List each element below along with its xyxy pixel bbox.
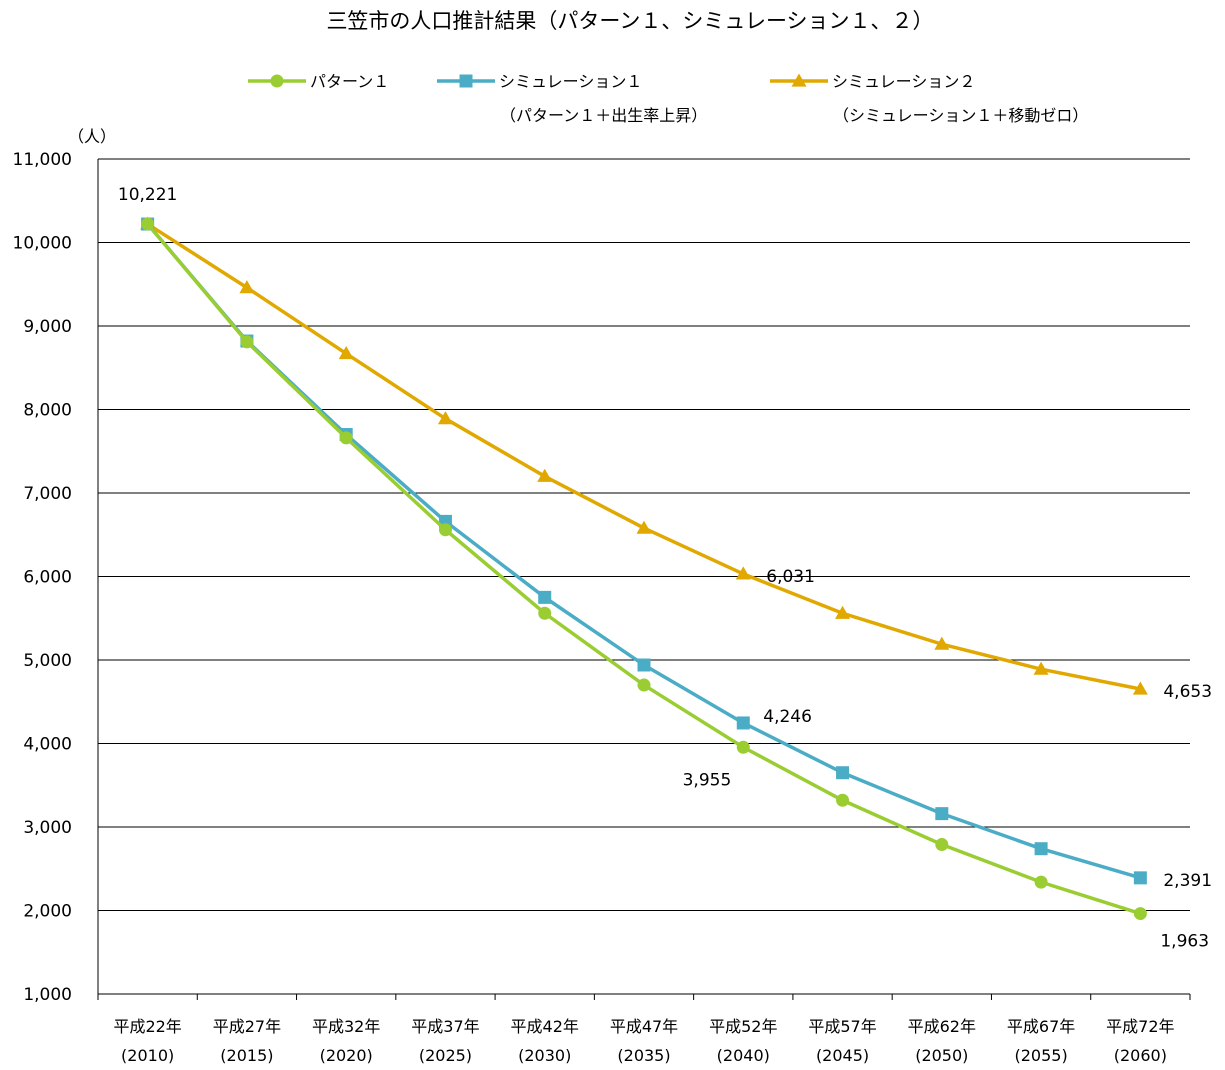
series-layer [140, 216, 1148, 921]
series-point [935, 807, 949, 821]
x-tick-label-era: 平成22年 [113, 1017, 181, 1036]
data-label: 6,031 [766, 567, 815, 587]
x-tick-label-year: (2010) [121, 1046, 174, 1065]
legend-item-1: パターン１ [248, 72, 389, 91]
data-label: 4,246 [763, 707, 812, 727]
x-tick-label-era: 平成27年 [213, 1017, 281, 1036]
series-point [438, 523, 452, 537]
series-point [836, 766, 850, 780]
y-tick-label: 10,000 [13, 234, 72, 254]
y-tick-label: 6,000 [23, 568, 72, 588]
x-tick-label-era: 平成42年 [511, 1017, 579, 1036]
series-point [735, 566, 751, 580]
series-point [935, 838, 949, 852]
x-tick-label-year: (2040) [717, 1046, 770, 1065]
series-point [239, 280, 255, 294]
x-tick-label-year: (2030) [518, 1046, 571, 1065]
y-tick-label: 5,000 [23, 651, 72, 671]
series-point [1132, 681, 1148, 695]
series-point [338, 346, 354, 360]
x-tick-label-year: (2055) [1014, 1046, 1067, 1065]
x-tick-label-era: 平成32年 [312, 1017, 380, 1036]
legend-sublabel: （シミュレーション１＋移動ゼロ） [833, 106, 1088, 125]
data-labels: 3,955 1,963 4,246 2,391 10,221 6,031 4,653 [118, 185, 1212, 952]
y-tick-label: 11,000 [13, 150, 72, 170]
legend-label: シミュレーション２ [832, 72, 975, 91]
series-point [1033, 661, 1049, 675]
series-point [637, 678, 651, 692]
gridlines [98, 158, 1190, 911]
series-point [1034, 842, 1048, 856]
x-tick-label-era: 平成52年 [709, 1017, 777, 1036]
chart-title: 三笠市の人口推計結果（パターン１、シミュレーション１、２） [326, 9, 933, 33]
x-tick-label-year: (2025) [419, 1046, 472, 1065]
y-axis-unit: （人） [68, 127, 116, 146]
legend: パターン１ シミュレーション１ （パターン１＋出生率上昇） シミュレーション２ （シミュ… [248, 72, 1088, 125]
series-line [146, 222, 1141, 916]
series-1 [141, 217, 1147, 921]
series-point [836, 793, 850, 807]
series-point [437, 411, 453, 425]
series-point [1034, 875, 1048, 889]
data-label: 10,221 [118, 185, 177, 205]
y-tick-label: 3,000 [23, 818, 72, 838]
legend-label: パターン１ [310, 72, 389, 91]
x-tick-label-year: (2035) [617, 1046, 670, 1065]
series-3 [140, 216, 1148, 695]
y-tick-label: 7,000 [23, 484, 72, 504]
x-tick-label-year: (2060) [1114, 1046, 1167, 1065]
data-label: 2,391 [1163, 871, 1212, 891]
y-tick-label: 9,000 [23, 317, 72, 337]
data-label: 3,955 [683, 770, 732, 790]
x-tick-label-era: 平成67年 [1007, 1017, 1075, 1036]
legend-marker [791, 73, 807, 87]
series-point [736, 740, 750, 754]
series-point [240, 335, 254, 349]
legend-marker [270, 74, 284, 88]
x-tick-label-era: 平成37年 [411, 1017, 479, 1036]
data-label: 4,653 [1163, 682, 1212, 702]
legend-marker [459, 74, 473, 88]
series-point [537, 468, 553, 482]
x-tick-label-year: (2045) [816, 1046, 869, 1065]
data-label: 1,963 [1160, 932, 1209, 952]
x-tick-label-era: 平成57年 [808, 1017, 876, 1036]
legend-sublabel: （パターン１＋出生率上昇） [500, 106, 707, 125]
x-tick-label-year: (2015) [220, 1046, 273, 1065]
y-tick-label: 2,000 [23, 902, 72, 922]
series-point [934, 636, 950, 650]
y-axis: 1,000 2,000 3,000 4,000 5,000 6,000 7,000 8,000… [13, 150, 99, 1005]
series-point [339, 431, 353, 445]
x-tick-label-year: (2050) [915, 1046, 968, 1065]
x-tick-label-era: 平成47年 [610, 1017, 678, 1036]
x-tick-label-era: 平成72年 [1106, 1017, 1174, 1036]
series-point [538, 590, 552, 604]
series-line [146, 222, 1141, 691]
series-point [736, 716, 750, 730]
series-point [1133, 907, 1147, 921]
x-tick-label-year: (2020) [320, 1046, 373, 1065]
series-point [835, 605, 851, 619]
series-point [538, 606, 552, 620]
y-tick-label: 1,000 [23, 985, 72, 1005]
series-point [1133, 871, 1147, 885]
series-point [637, 658, 651, 672]
series-point [636, 520, 652, 534]
x-axis: 平成22年 (2010) 平成27年 (2015) 平成32年 (2020) 平成37年 (2… [97, 993, 1191, 1065]
x-tick-label-era: 平成62年 [908, 1017, 976, 1036]
y-tick-label: 4,000 [23, 735, 72, 755]
y-tick-label: 8,000 [23, 401, 72, 421]
legend-label: シミュレーション１ [499, 72, 642, 91]
series-point [141, 217, 155, 231]
legend-item-2: シミュレーション１ （パターン１＋出生率上昇） [437, 72, 707, 125]
legend-item-3: シミュレーション２ （シミュレーション１＋移動ゼロ） [770, 72, 1088, 125]
